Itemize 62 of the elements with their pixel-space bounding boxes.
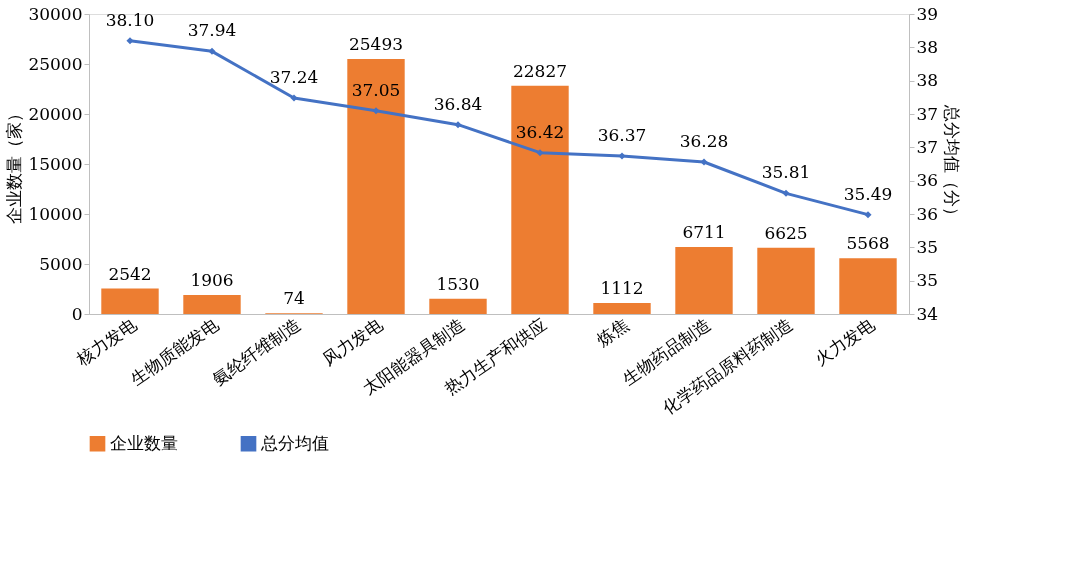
data-label: 37.94 (187, 20, 237, 41)
y-tick-label: 0 (71, 303, 83, 324)
data-label: 36.42 (515, 121, 565, 142)
data-label: 6711 (682, 221, 726, 242)
point (372, 107, 380, 115)
y2-axis-title: 总分均值（分） (942, 104, 963, 224)
data-label: 35.81 (761, 162, 811, 183)
data-label: 36.84 (433, 93, 483, 114)
data-label: 1112 (600, 277, 644, 298)
y-axis-title: 企业数量（家） (4, 105, 25, 224)
data-label: 1906 (190, 269, 234, 290)
y2-tick-label: 36 (916, 170, 939, 191)
y2-tick-label: 34 (916, 303, 939, 324)
data-label: 22827 (512, 60, 568, 81)
y2-tick-label: 37 (916, 136, 939, 157)
y2-tick-label: 36 (916, 203, 939, 224)
y-tick-label: 30000 (28, 3, 83, 24)
point (700, 158, 708, 166)
y-tick-label: 5000 (39, 253, 83, 274)
data-label: 37.05 (351, 79, 401, 100)
data-label: 36.28 (679, 131, 729, 151)
data-label: 74 (283, 288, 305, 309)
bar (183, 294, 241, 314)
bar (347, 59, 405, 314)
point (618, 152, 626, 160)
y-tick-label: 20000 (28, 103, 83, 124)
bar (511, 85, 569, 314)
data-label: 36.37 (597, 125, 647, 145)
data-label: 38.10 (105, 9, 155, 30)
data-label: 1530 (436, 273, 480, 294)
y2-tick-label: 35 (916, 236, 939, 257)
data-label: 35.49 (843, 183, 893, 204)
x-tick-label: 火力发电 (810, 314, 878, 370)
data-label: 25493 (348, 34, 404, 55)
y2-tick-label: 35 (916, 270, 939, 291)
bar (839, 258, 897, 314)
point (208, 47, 216, 55)
point (126, 37, 134, 45)
point (536, 149, 544, 157)
y2-tick-label: 37 (916, 103, 939, 124)
bar (429, 298, 487, 314)
bar (101, 288, 159, 314)
y-tick-label: 25000 (28, 53, 83, 74)
point (454, 121, 462, 129)
point (864, 211, 872, 219)
data-label: 2542 (108, 263, 152, 284)
bar (757, 247, 815, 314)
x-tick-label: 炼焦 (592, 314, 632, 350)
y2-tick-label: 38 (916, 70, 939, 91)
bar (593, 302, 651, 314)
y-tick-label: 10000 (28, 203, 83, 224)
y-tick-label: 15000 (28, 153, 83, 174)
data-label: 6625 (764, 222, 808, 243)
y2-tick-label: 39 (916, 3, 939, 24)
legend-label: 企业数量 (110, 432, 178, 453)
bar (675, 246, 733, 314)
point (290, 94, 298, 102)
legend-label: 总分均值 (260, 432, 329, 453)
point (782, 189, 790, 197)
data-label: 37.24 (269, 67, 319, 87)
data-label: 5568 (846, 233, 890, 254)
y2-tick-label: 38 (916, 36, 939, 57)
